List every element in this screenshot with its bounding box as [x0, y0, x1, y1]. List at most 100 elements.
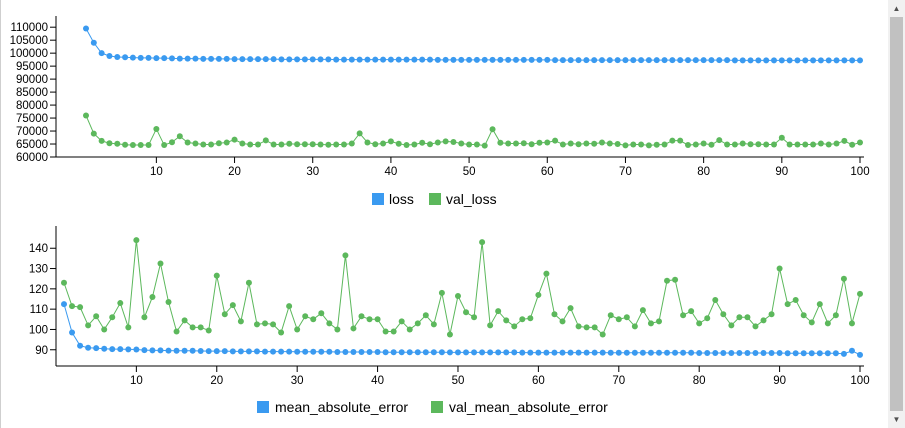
data-point-loss [247, 56, 254, 63]
data-point-loss [817, 57, 824, 64]
legend-swatch-loss [372, 193, 384, 205]
data-point-val_loss [755, 141, 762, 148]
data-point-val_mean_absolute_error [93, 313, 100, 320]
data-point-val_loss [677, 137, 684, 144]
data-point-val_mean_absolute_error [278, 329, 285, 336]
x-tick-label: 70 [619, 166, 632, 178]
x-tick-label: 90 [775, 166, 788, 178]
loss-chart: 6000065000700007500080000850009000095000… [10, 16, 870, 207]
data-point-loss [395, 56, 402, 63]
data-point-mean_absolute_error [157, 347, 164, 354]
data-point-loss [380, 56, 387, 63]
data-point-val_mean_absolute_error [181, 317, 188, 324]
data-point-loss [724, 57, 731, 64]
data-point-loss [161, 55, 168, 62]
data-point-val_loss [810, 141, 817, 148]
data-point-val_mean_absolute_error [85, 322, 92, 329]
vertical-scrollbar[interactable]: ▲ ▼ [888, 0, 905, 428]
data-point-val_loss [544, 139, 551, 146]
data-point-val_mean_absolute_error [559, 318, 566, 325]
data-point-loss [294, 56, 301, 63]
data-point-mean_absolute_error [800, 350, 807, 357]
data-point-val_mean_absolute_error [680, 312, 687, 319]
data-point-mean_absolute_error [495, 349, 502, 356]
data-point-val_loss [83, 112, 89, 119]
data-point-val_loss [122, 141, 129, 148]
y-tick-label: 60000 [16, 152, 48, 164]
data-point-val_loss [739, 140, 746, 147]
data-point-mean_absolute_error [479, 349, 486, 356]
data-point-mean_absolute_error [366, 348, 373, 355]
data-point-loss [286, 56, 293, 63]
data-point-val_mean_absolute_error [213, 272, 220, 279]
data-point-val_loss [833, 140, 840, 147]
data-point-val_loss [419, 139, 426, 146]
data-point-mean_absolute_error [221, 348, 228, 355]
data-point-val_loss [778, 134, 785, 141]
data-point-val_mean_absolute_error [149, 293, 156, 300]
data-point-mean_absolute_error [840, 350, 847, 357]
data-point-val_mean_absolute_error [832, 312, 839, 319]
data-point-loss [552, 57, 559, 64]
data-point-val_loss [301, 141, 308, 148]
x-tick-label: 100 [850, 166, 869, 178]
data-point-mean_absolute_error [816, 350, 823, 357]
data-point-val_loss [387, 138, 394, 145]
data-point-val_mean_absolute_error [519, 316, 526, 323]
data-point-val_mean_absolute_error [141, 314, 148, 321]
data-point-val_mean_absolute_error [816, 301, 823, 308]
data-point-mean_absolute_error [832, 350, 839, 357]
data-point-val_mean_absolute_error [253, 321, 260, 328]
data-point-loss [98, 50, 105, 57]
data-point-val_loss [489, 126, 496, 133]
data-point-loss [661, 57, 668, 64]
legend-swatch-mean_absolute_error [257, 401, 269, 413]
y-tick-label: 100 [29, 324, 48, 336]
data-point-mean_absolute_error [768, 350, 775, 357]
x-tick-label: 20 [210, 375, 223, 387]
data-point-loss [176, 55, 183, 62]
scrollbar-thumb[interactable] [890, 17, 903, 411]
data-point-val_loss [176, 133, 183, 140]
data-point-val_loss [192, 140, 199, 147]
scroll-down-arrow-icon[interactable]: ▼ [892, 415, 901, 424]
data-point-loss [458, 56, 465, 63]
scroll-up-arrow-icon[interactable]: ▲ [892, 4, 901, 13]
data-point-val_mean_absolute_error [406, 326, 413, 333]
data-point-val_mean_absolute_error [173, 328, 180, 335]
data-point-loss [223, 55, 230, 62]
data-point-mean_absolute_error [680, 349, 687, 356]
data-point-loss [638, 57, 645, 64]
data-point-val_loss [661, 141, 668, 148]
data-point-val_mean_absolute_error [117, 300, 124, 307]
data-point-mean_absolute_error [245, 348, 252, 355]
y-tick-label: 70000 [16, 126, 48, 138]
x-tick-label: 100 [850, 375, 869, 387]
data-point-val_mean_absolute_error [189, 324, 196, 331]
data-point-val_loss [591, 140, 598, 147]
data-point-loss [786, 57, 793, 64]
data-point-mean_absolute_error [189, 347, 196, 354]
data-point-val_loss [599, 139, 605, 146]
data-point-val_loss [669, 137, 676, 144]
data-point-mean_absolute_error [237, 348, 244, 355]
data-point-mean_absolute_error [511, 349, 518, 356]
data-point-loss [372, 56, 379, 63]
data-point-loss [489, 56, 496, 63]
data-point-mean_absolute_error [599, 349, 606, 356]
data-point-loss [192, 55, 199, 62]
data-point-val_loss [333, 141, 340, 148]
data-point-mean_absolute_error [133, 346, 140, 353]
data-point-val_loss [90, 130, 97, 137]
data-point-mean_absolute_error [503, 349, 510, 356]
data-point-val_loss [184, 139, 191, 146]
data-point-val_loss [270, 141, 277, 148]
data-point-val_loss [255, 141, 261, 148]
y-tick-label: 80000 [16, 100, 48, 112]
data-point-mean_absolute_error [446, 349, 453, 356]
data-point-loss [90, 39, 97, 46]
data-point-val_loss [145, 142, 152, 149]
data-point-val_loss [473, 141, 480, 148]
data-point-val_mean_absolute_error [784, 301, 791, 308]
x-tick-label: 70 [612, 375, 625, 387]
